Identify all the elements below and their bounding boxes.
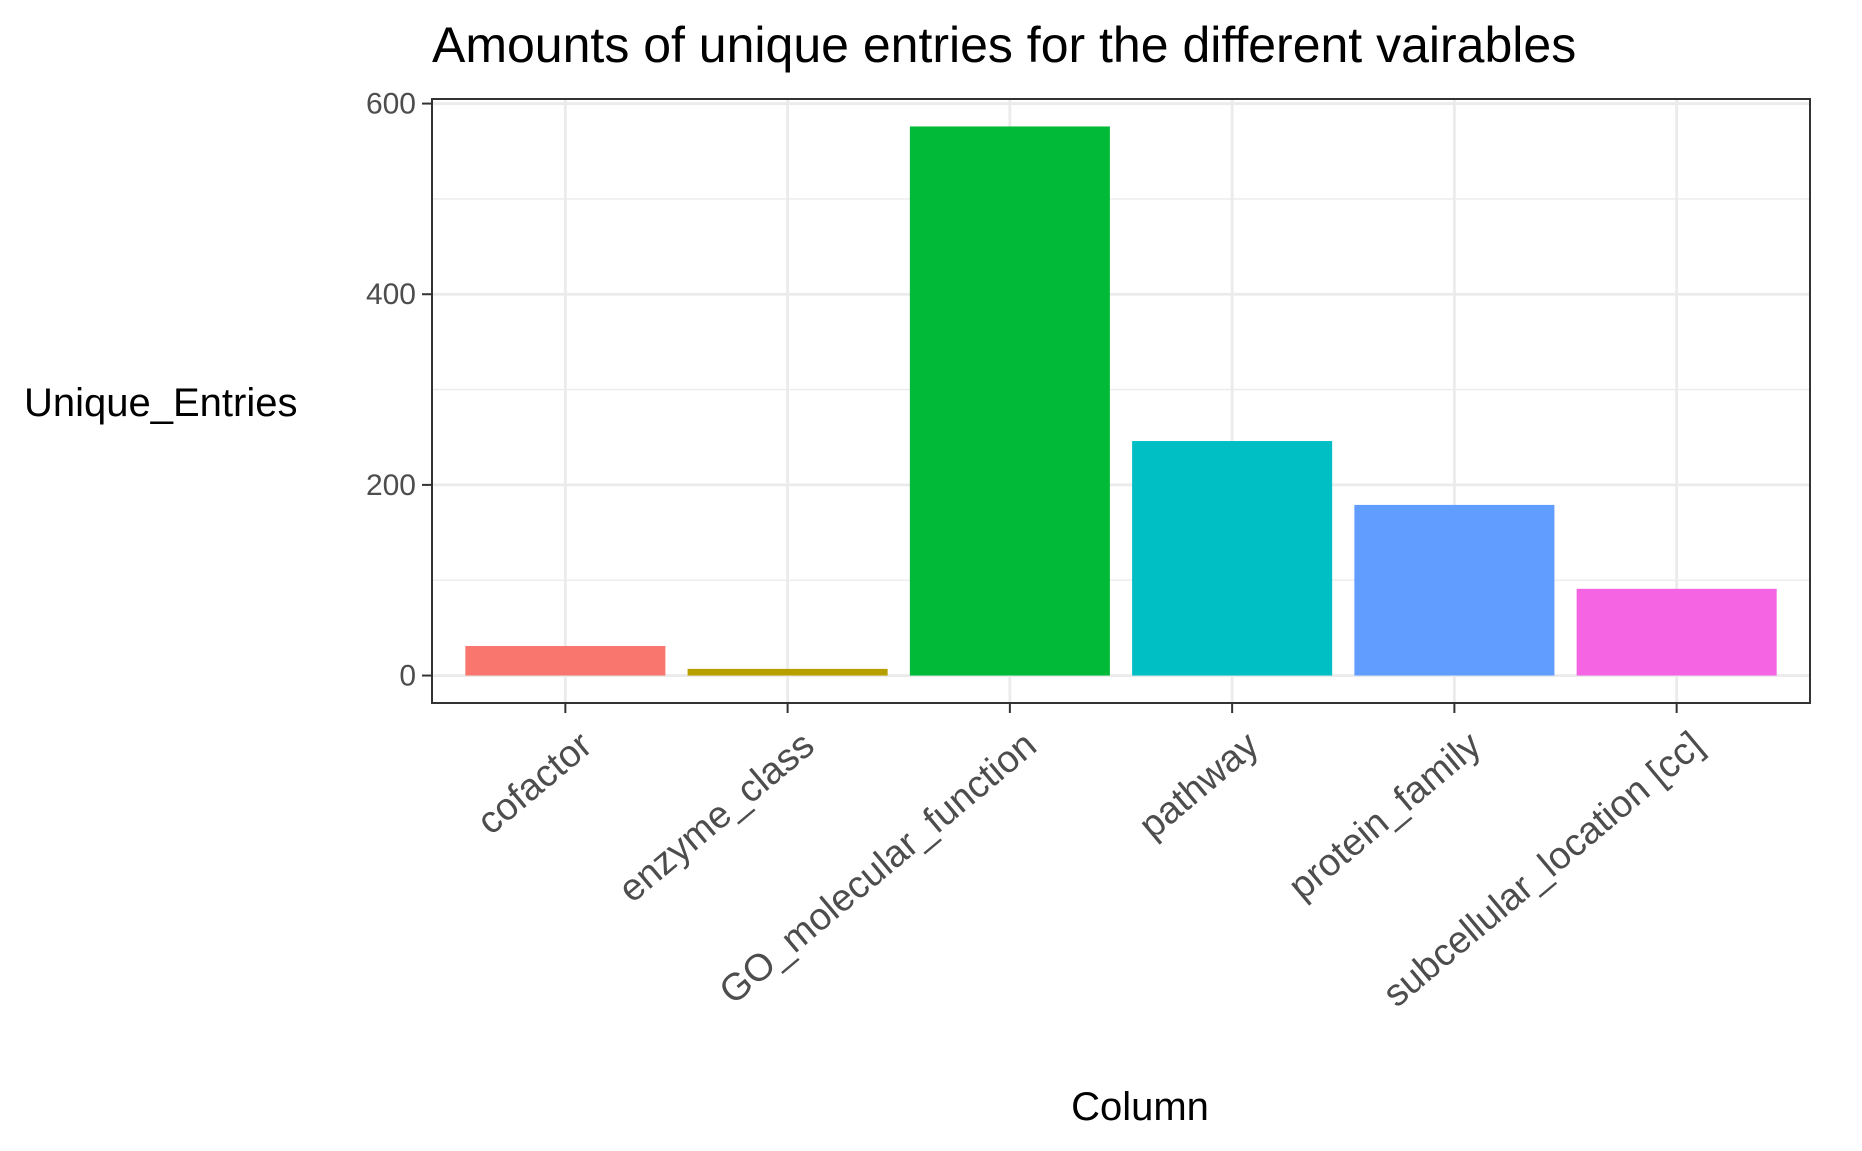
- chart-title: Amounts of unique entries for the differ…: [432, 17, 1576, 73]
- bars: [465, 126, 1777, 676]
- y-axis-ticks: 0 200 400 600: [366, 88, 432, 693]
- x-tick-label: enzyme_class: [611, 724, 822, 911]
- y-tick-label: 0: [399, 660, 416, 693]
- y-tick-label: 200: [366, 469, 416, 502]
- bar-go-molecular-function: [909, 126, 1110, 676]
- bar-cofactor: [465, 645, 666, 676]
- bar-subcellular-location-cc-: [1576, 588, 1777, 676]
- bar-enzyme-class: [687, 668, 888, 676]
- x-tick-label: cofactor: [470, 724, 601, 843]
- plot-border: [431, 98, 1811, 704]
- y-tick-label: 400: [366, 278, 416, 311]
- x-tick-label: protein_family: [1281, 724, 1489, 908]
- y-axis-title: Unique_Entries: [24, 381, 298, 425]
- bar-pathway: [1132, 441, 1333, 676]
- y-tick-label: 600: [366, 88, 416, 121]
- minor-gridlines: [432, 198, 1810, 581]
- x-axis-title: Column: [1071, 1085, 1209, 1129]
- bar-protein-family: [1354, 504, 1555, 676]
- x-tick-label: pathway: [1131, 724, 1266, 847]
- x-axis-ticks: cofactor enzyme_classGO_molecular_functio…: [470, 703, 1711, 1015]
